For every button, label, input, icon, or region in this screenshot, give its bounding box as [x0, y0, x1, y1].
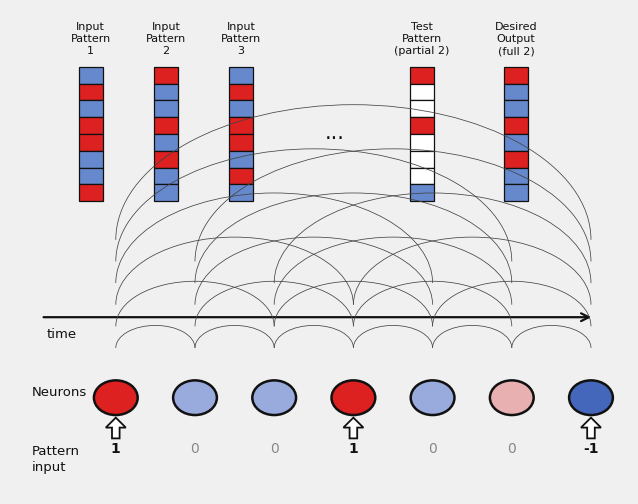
Bar — [410, 151, 434, 167]
Text: 1: 1 — [111, 443, 121, 456]
Text: -1: -1 — [583, 443, 598, 456]
Bar — [154, 84, 178, 100]
Bar — [504, 167, 528, 184]
Bar — [154, 151, 178, 167]
Bar — [504, 84, 528, 100]
Bar — [504, 100, 528, 117]
Bar — [154, 67, 178, 84]
Bar — [504, 117, 528, 134]
Bar — [79, 134, 103, 151]
Bar — [79, 100, 103, 117]
Ellipse shape — [252, 381, 296, 415]
Bar — [79, 151, 103, 167]
Text: Pattern
input: Pattern input — [31, 445, 79, 474]
Bar — [154, 117, 178, 134]
Bar — [79, 67, 103, 84]
Bar — [79, 184, 103, 201]
Polygon shape — [581, 418, 601, 438]
Text: Neurons: Neurons — [31, 386, 87, 399]
Bar — [504, 67, 528, 84]
Bar — [410, 100, 434, 117]
Bar — [229, 184, 253, 201]
Bar — [229, 84, 253, 100]
Text: Input
Pattern
3: Input Pattern 3 — [221, 22, 261, 56]
Bar — [229, 134, 253, 151]
Ellipse shape — [332, 381, 375, 415]
Text: ...: ... — [325, 123, 345, 144]
Bar — [229, 100, 253, 117]
Bar — [504, 184, 528, 201]
Text: Input
Pattern
2: Input Pattern 2 — [145, 22, 186, 56]
Bar — [79, 84, 103, 100]
Bar — [410, 117, 434, 134]
Text: 0: 0 — [428, 443, 437, 456]
Bar — [504, 151, 528, 167]
Polygon shape — [106, 418, 126, 438]
Bar — [410, 67, 434, 84]
Bar — [410, 84, 434, 100]
Ellipse shape — [173, 381, 217, 415]
Bar — [154, 184, 178, 201]
Bar — [154, 134, 178, 151]
Text: Desired
Output
(full 2): Desired Output (full 2) — [494, 22, 537, 56]
Bar — [154, 167, 178, 184]
Ellipse shape — [411, 381, 454, 415]
Polygon shape — [343, 418, 364, 438]
Bar — [229, 167, 253, 184]
Text: Test
Pattern
(partial 2): Test Pattern (partial 2) — [394, 22, 450, 56]
Text: Input
Pattern
1: Input Pattern 1 — [71, 22, 111, 56]
Ellipse shape — [94, 381, 138, 415]
Text: 0: 0 — [191, 443, 199, 456]
Text: 0: 0 — [270, 443, 279, 456]
Ellipse shape — [490, 381, 533, 415]
Bar — [229, 117, 253, 134]
Bar — [410, 184, 434, 201]
Ellipse shape — [569, 381, 613, 415]
Bar — [79, 167, 103, 184]
Bar — [229, 151, 253, 167]
Bar — [79, 117, 103, 134]
Text: 1: 1 — [348, 443, 359, 456]
Bar — [154, 100, 178, 117]
Text: 0: 0 — [507, 443, 516, 456]
Bar — [410, 134, 434, 151]
Bar — [229, 67, 253, 84]
Text: time: time — [47, 328, 77, 341]
Bar — [410, 167, 434, 184]
Bar — [504, 134, 528, 151]
